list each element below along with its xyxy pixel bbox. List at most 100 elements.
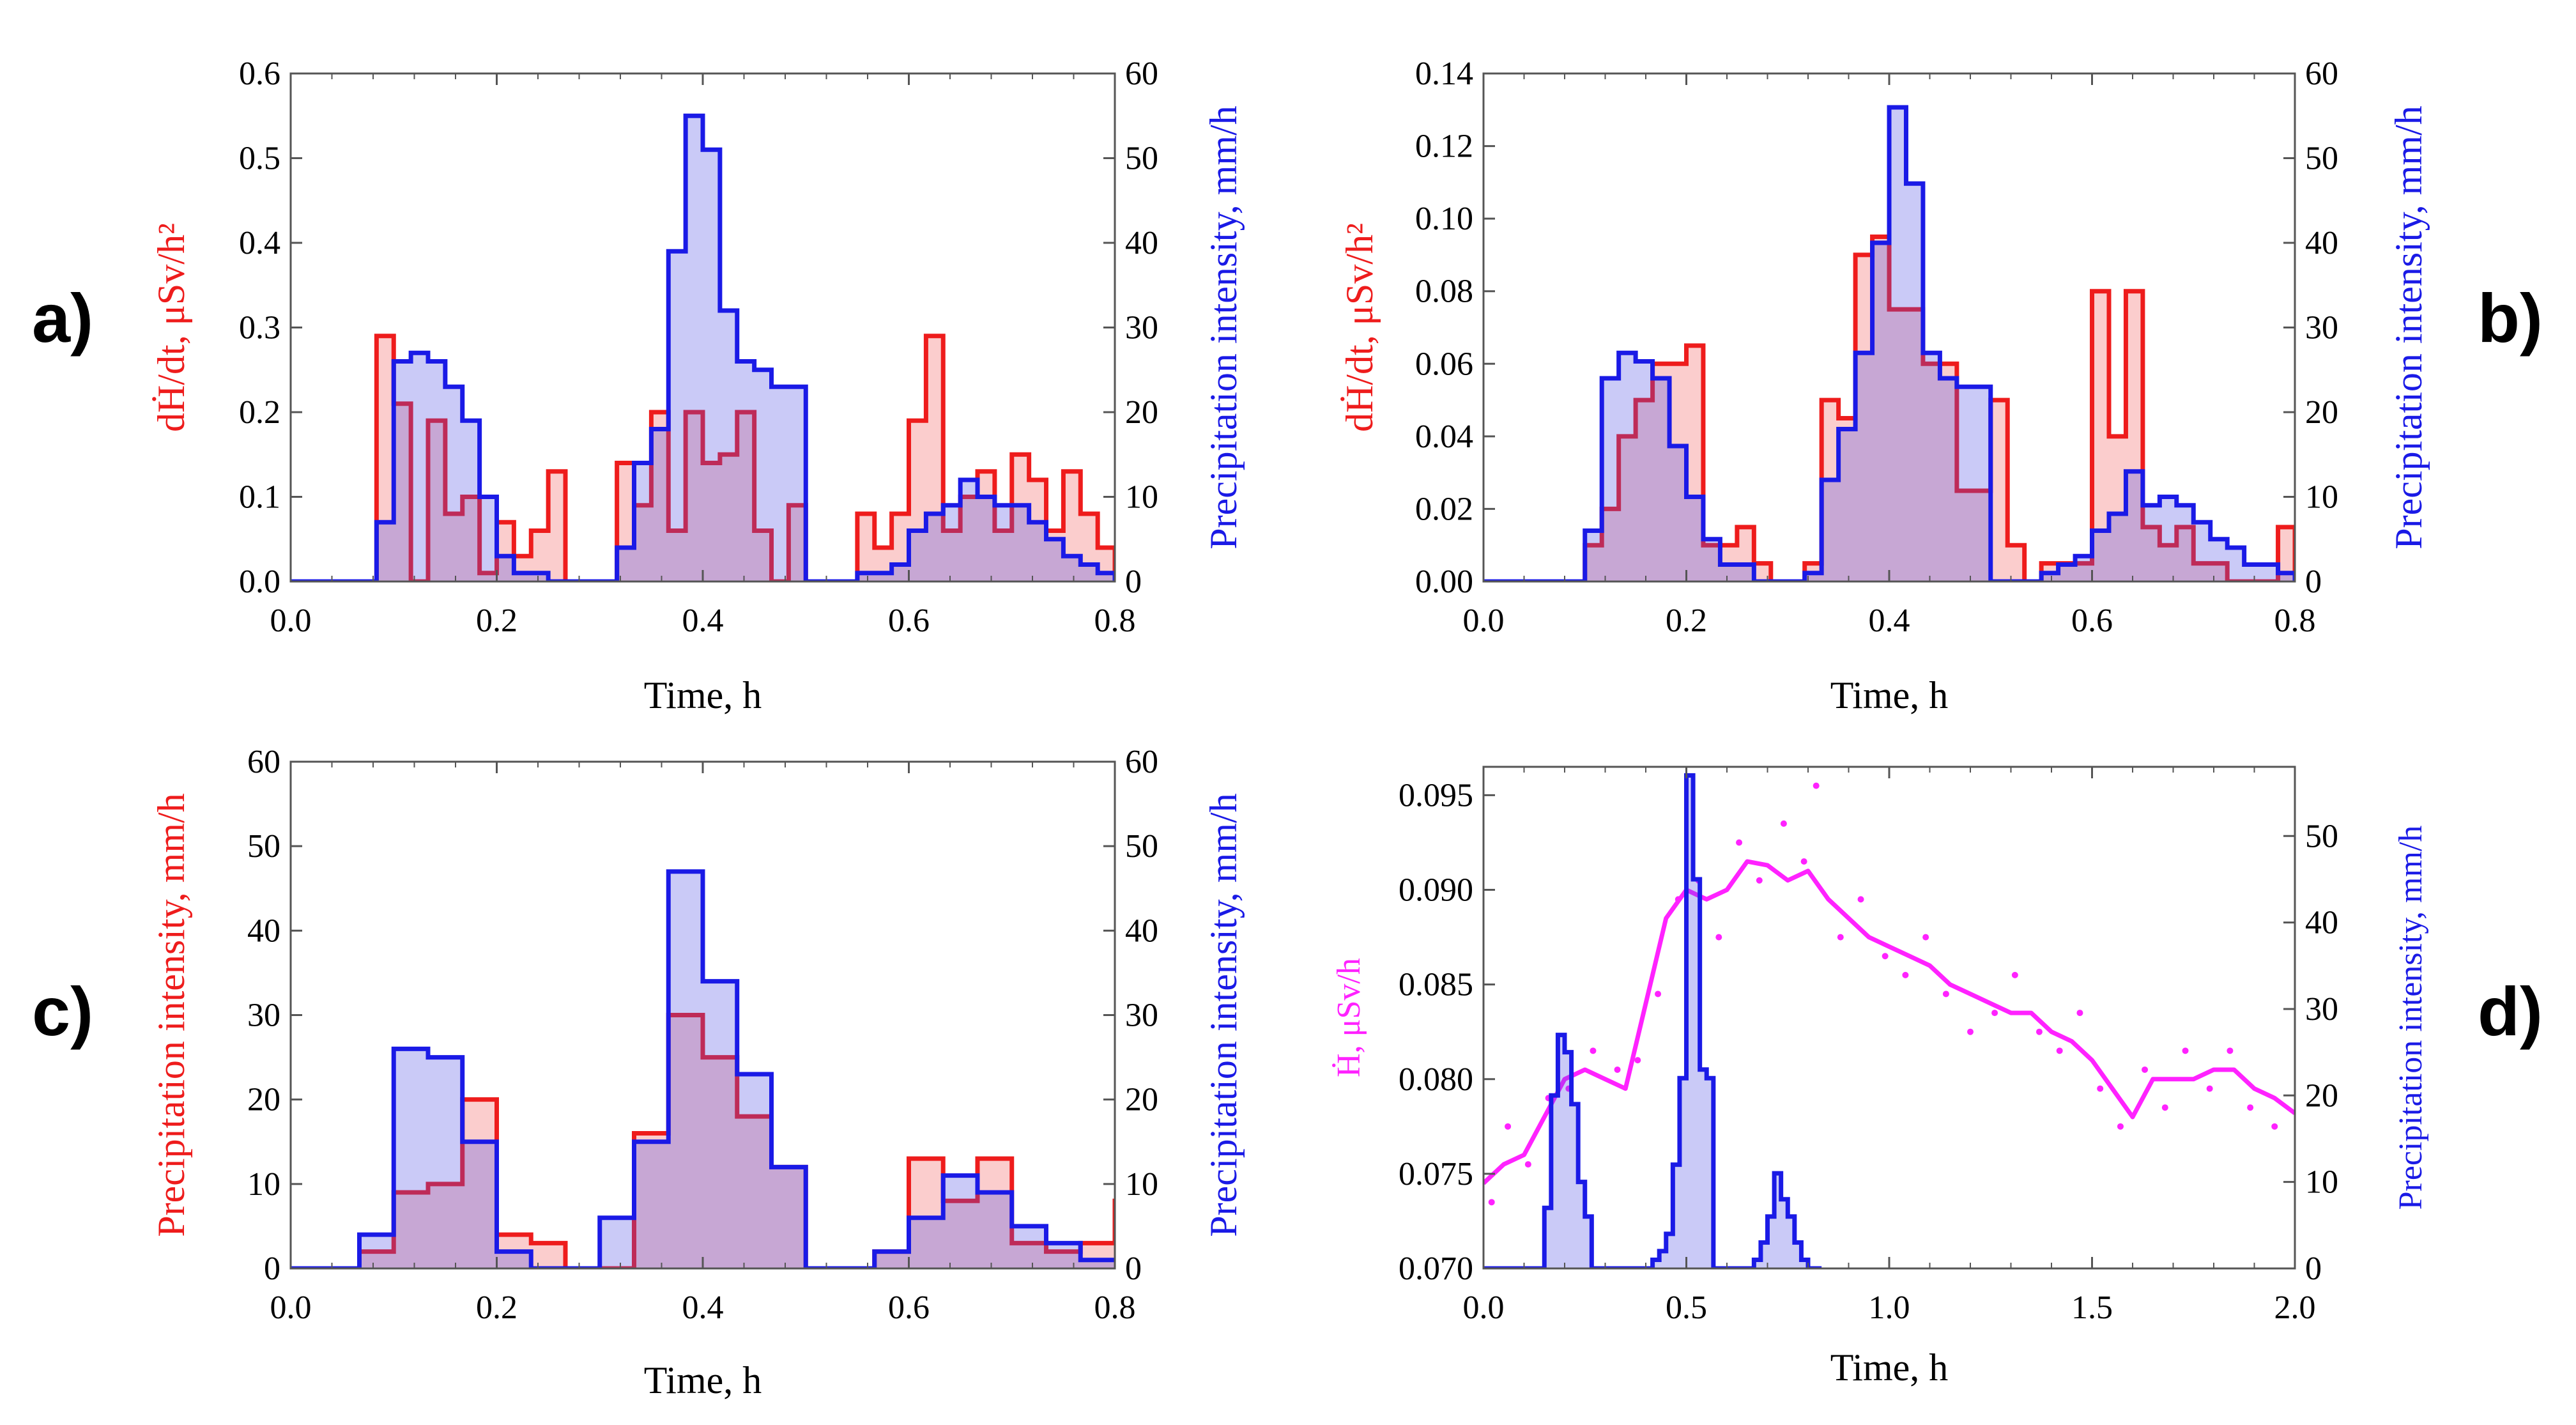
y-right-tick-label: 10 [1125,479,1158,516]
bar-blue-47 [2278,573,2295,582]
bar-red-30 [1991,400,2007,582]
panel-a: 0.0 0.2 0.4 0.6 0.8 0.0 0.1 0.2 0.3 0.4 0.5 0.6 0 10 2… [32,56,1245,716]
bar-blue-39 [960,480,977,582]
y-left-tick-label: 40 [247,913,280,949]
bar-blue-12 [1565,1052,1572,1268]
y-left-tick-label: 0.080 [1399,1061,1473,1098]
y-right-tick-label: 30 [2305,310,2338,346]
point-magenta-21 [1922,934,1929,941]
bar-blue-22 [1855,353,1872,582]
bar-blue-45 [1063,556,1080,582]
bar-blue-4 [428,1058,463,1268]
bar-blue-23 [1080,1260,1115,1268]
bar-blue-5 [376,522,394,582]
point-magenta-22 [1942,990,1949,997]
line-magenta [1483,859,2295,1185]
x-tick-label: 0.8 [1094,1290,1136,1326]
bar-blue-13 [1572,1104,1579,1268]
bar-blue-41 [995,505,1012,582]
bar-blue-41 [1761,1242,1768,1268]
bar-blue-10 [634,1142,668,1268]
x-axis-label: Time, h [1830,674,1949,716]
point-magenta-9 [1675,896,1682,903]
plot-area [291,113,1115,582]
histogram-outline-red [291,1013,1115,1268]
bar-blue-45 [2244,565,2261,582]
y-right-tick-label: 40 [1125,913,1158,949]
y-left-tick-label: 10 [247,1166,280,1203]
bar-blue-44 [1781,1199,1788,1268]
point-magenta-0 [1488,1199,1495,1206]
x-tick-label: 0.2 [476,1290,518,1326]
x-tick-label: 0.2 [476,603,518,639]
bar-blue-38 [943,505,960,582]
y-right-tick-label: 40 [2305,905,2338,941]
bar-blue-33 [857,573,875,582]
bar-blue-12 [703,982,737,1268]
y-right-tick-label: 0 [2305,1251,2322,1287]
histogram-outline-blue [291,113,1115,582]
y-left-axis-label: Precipitation intensity, mm/h [150,793,192,1236]
bar-red-16 [1754,564,1770,582]
panel-letter: a) [32,279,93,357]
y-right-tick-label: 40 [2305,225,2338,261]
bar-blue-14 [531,573,548,582]
y-left-tick-label: 0.090 [1399,872,1473,909]
bar-blue-33 [2041,573,2058,582]
x-axis-label: Time, h [1830,1346,1949,1389]
bar-blue-12 [497,556,514,582]
bar-blue-44 [1046,539,1064,582]
bar-blue-11 [668,872,703,1268]
point-magenta-24 [1991,1010,1998,1017]
y-right-tick-label: 50 [2305,141,2338,177]
y-right-tick-label: 0 [2305,564,2322,600]
bar-blue-9 [445,387,463,582]
y-left-tick-label: 0.12 [1415,128,1473,165]
x-tick-label: 1.0 [1869,1290,1910,1326]
point-magenta-31 [2142,1066,2149,1073]
bar-blue-38 [2126,472,2142,582]
bar-blue-43 [1029,522,1046,582]
point-magenta-36 [2247,1104,2254,1111]
y-left-tick-label: 0.095 [1399,777,1473,813]
bar-blue-29 [1680,1078,1687,1268]
panel-letter: b) [2478,279,2543,357]
bar-blue-37 [2109,514,2126,582]
panel-c: 0.0 0.2 0.4 0.6 0.80102030405060010203040506… [32,744,1245,1401]
y-left-axis-label: dḢ/dt, μSv/h² [1338,223,1381,432]
bar-blue-28 [1957,387,1974,582]
bar-blue-19 [943,1176,977,1268]
bar-blue-7 [1602,378,1618,582]
bar-blue-37 [926,514,943,582]
point-magenta-28 [2076,1010,2083,1017]
bar-blue-34 [2058,565,2075,582]
bar-blue-20 [1821,480,1838,582]
bar-blue-23 [1873,243,1889,582]
x-tick-label: 0.8 [2274,603,2316,639]
point-magenta-7 [1634,1057,1641,1064]
y-left-tick-label: 0.00 [1415,564,1473,600]
y-right-axis-label: Precipitation intensity, mm/h [2393,826,2429,1210]
y-left-tick-label: 0.4 [239,225,280,261]
bar-blue-6 [1585,531,1602,582]
x-tick-label: 0.0 [1463,1290,1505,1326]
y-left-tick-label: 0.06 [1415,346,1473,382]
plot-area [1483,105,2295,582]
histogram-outline-blue [291,869,1115,1268]
x-tick-label: 0.0 [270,1290,312,1326]
bar-blue-21 [1012,1226,1046,1268]
point-magenta-29 [2097,1085,2104,1092]
x-tick-label: 0.2 [1666,603,1707,639]
y-right-tick-label: 10 [2305,1164,2338,1201]
x-tick-label: 0.8 [1094,603,1136,639]
bar-blue-42 [2193,522,2210,582]
bar-red-15 [548,472,565,582]
x-tick-label: 0.4 [682,1290,724,1326]
y-right-tick-label: 30 [1125,997,1158,1034]
bar-blue-20 [634,463,652,582]
y-left-axis-label: Ḣ, μSv/h [1331,958,1367,1077]
bar-blue-15 [1585,1217,1592,1268]
bar-blue-7 [411,353,428,582]
panel-letter: c) [32,973,93,1050]
y-right-tick-label: 50 [1125,141,1158,177]
